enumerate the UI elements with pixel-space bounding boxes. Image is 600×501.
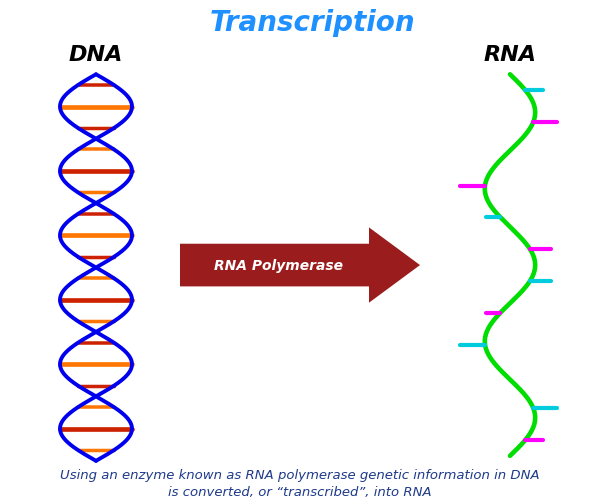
Text: DNA: DNA xyxy=(69,45,123,65)
Text: RNA Polymerase: RNA Polymerase xyxy=(215,259,343,273)
Text: Using an enzyme known as RNA polymerase genetic information in DNA
is converted,: Using an enzyme known as RNA polymerase … xyxy=(60,468,540,498)
FancyArrow shape xyxy=(180,228,420,303)
Text: Transcription: Transcription xyxy=(209,9,415,37)
Text: RNA: RNA xyxy=(484,45,536,65)
